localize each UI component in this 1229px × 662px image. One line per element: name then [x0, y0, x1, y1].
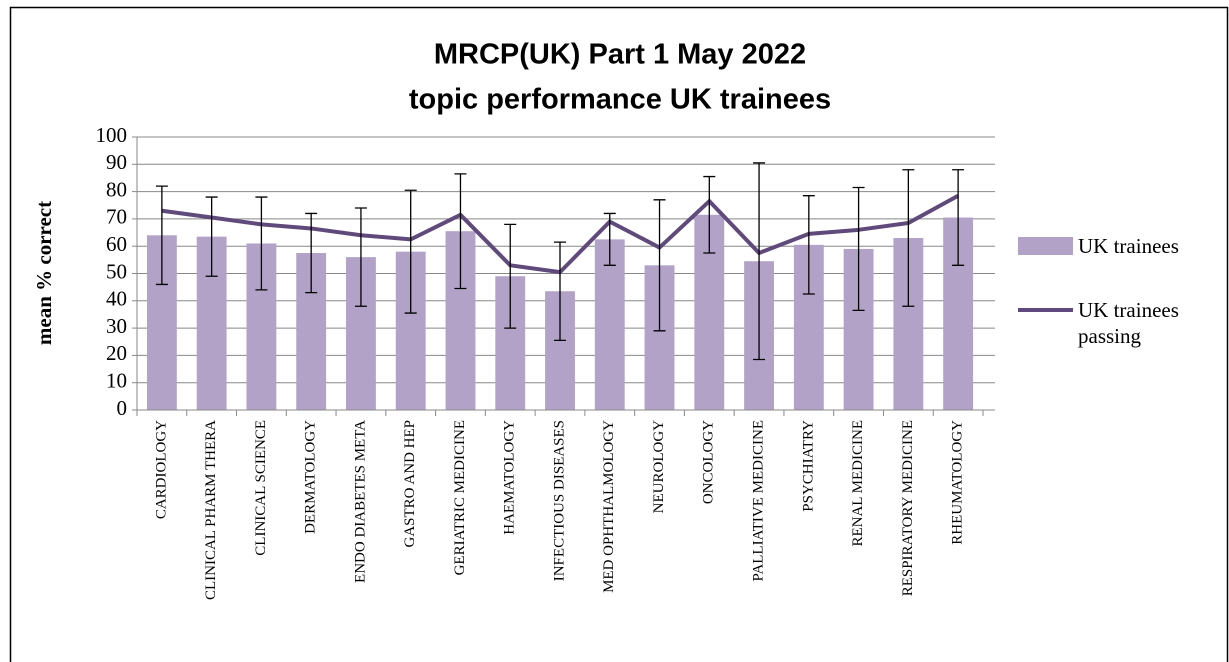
legend-label: UK trainees [1078, 234, 1179, 258]
x-tick-label: ONCOLOGY [701, 420, 717, 504]
error-bar [305, 212, 318, 294]
x-tick-label: CLINICAL PHARM THERA [203, 420, 219, 600]
y-tick-label: 100 [96, 123, 128, 147]
error-bar [753, 162, 766, 361]
error-bar [603, 212, 616, 266]
chart-title: MRCP(UK) Part 1 May 2022 [434, 39, 806, 71]
legend-label: UK trainees passing [1078, 298, 1179, 348]
legend-key [1018, 237, 1073, 255]
y-tick-label: 0 [117, 396, 128, 420]
y-tick-label: 90 [106, 150, 127, 174]
x-tick-label: MED OPHTHALMOLOGY [601, 420, 617, 593]
error-bar [454, 173, 467, 290]
x-tick-label: CARDIOLOGY [153, 420, 169, 519]
x-tick-label: PALLIATIVE MEDICINE [750, 420, 766, 582]
error-bar [155, 185, 168, 286]
error-bar [554, 241, 566, 342]
error-bar [504, 223, 517, 329]
error-bar [653, 199, 666, 332]
x-tick-label: NEUROLOGY [651, 420, 667, 513]
bar [594, 239, 625, 410]
error-bar [354, 207, 367, 307]
error-bar [205, 196, 218, 277]
x-tick-label: DERMATOLOGY [303, 420, 319, 534]
error-bar [802, 195, 815, 295]
y-tick-label: 40 [106, 287, 127, 311]
x-tick-label: HAEMATOLOGY [502, 420, 518, 535]
error-bar [952, 169, 965, 266]
y-axis-label: mean % correct [32, 201, 56, 345]
x-tick-label: RESPIRATORY MEDICINE [900, 420, 916, 596]
y-tick-label: 80 [106, 177, 127, 201]
error-bar [703, 175, 716, 254]
y-tick-label: 50 [106, 259, 127, 283]
x-tick-label: CLINICAL SCIENCE [253, 420, 269, 556]
x-tick-label: GERIATRIC MEDICINE [452, 420, 468, 575]
y-tick-label: 60 [106, 232, 127, 256]
chart-border [9, 6, 1229, 662]
error-bar [255, 196, 268, 291]
y-tick-label: 20 [106, 341, 127, 365]
chart-title: topic performance UK trainees [409, 84, 831, 116]
y-tick-label: 30 [106, 314, 127, 338]
y-tick-label: 10 [106, 369, 127, 393]
x-tick-label: PSYCHIATRY [800, 420, 816, 512]
error-bar [404, 189, 417, 314]
x-tick-label: GASTRO AND HEP [402, 420, 418, 548]
error-bar [902, 169, 915, 307]
x-tick-label: RENAL MEDICINE [850, 420, 866, 547]
x-tick-label: ENDO DIABETES META [352, 420, 368, 583]
x-tick-label: INFECTIOUS DISEASES [551, 420, 567, 581]
error-bar [852, 186, 865, 312]
x-tick-label: RHEUMATOLOGY [950, 420, 966, 545]
y-tick-label: 70 [106, 205, 127, 229]
